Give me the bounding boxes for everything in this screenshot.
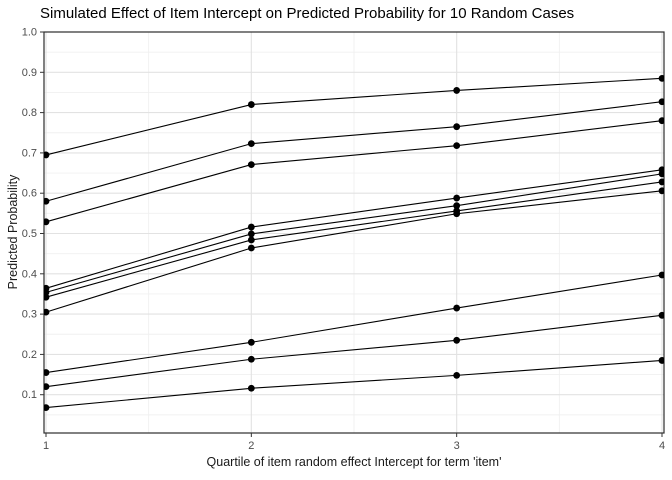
data-point bbox=[247, 230, 255, 238]
gridlines bbox=[44, 31, 664, 433]
data-point bbox=[44, 369, 50, 376]
series-line bbox=[45, 181, 663, 298]
data-point bbox=[44, 293, 50, 301]
data-point bbox=[453, 87, 461, 94]
data-point bbox=[658, 357, 664, 364]
data-point bbox=[44, 197, 50, 205]
data-point bbox=[247, 355, 255, 363]
data-point bbox=[44, 404, 50, 412]
data-point bbox=[453, 123, 461, 131]
series-group bbox=[44, 74, 664, 412]
data-point bbox=[247, 140, 255, 148]
x-tick-label: 3 bbox=[454, 440, 460, 452]
x-axis-title: Quartile of item random effect Intercept… bbox=[206, 455, 502, 469]
x-tick-label: 1 bbox=[43, 440, 49, 452]
y-tick-label: 0.5 bbox=[22, 228, 37, 240]
series-line bbox=[45, 359, 663, 409]
data-point bbox=[247, 223, 255, 231]
y-tick-label: 1.0 bbox=[22, 27, 37, 39]
data-point bbox=[247, 101, 255, 108]
data-point bbox=[44, 308, 50, 316]
data-point bbox=[658, 98, 664, 106]
series-line bbox=[45, 274, 663, 374]
panel-border bbox=[43, 31, 665, 434]
data-point bbox=[658, 178, 664, 186]
data-point bbox=[658, 74, 664, 82]
data-point bbox=[658, 117, 664, 125]
data-point bbox=[658, 311, 664, 319]
data-point bbox=[453, 371, 461, 379]
series-line bbox=[45, 120, 663, 223]
y-tick-label: 0.1 bbox=[22, 389, 37, 401]
data-point bbox=[453, 202, 461, 210]
y-tick-label: 0.6 bbox=[22, 188, 37, 200]
data-point bbox=[44, 151, 50, 159]
data-point bbox=[453, 210, 461, 218]
data-point bbox=[247, 384, 255, 392]
y-tick-label: 0.8 bbox=[22, 107, 37, 119]
y-tick-label: 0.2 bbox=[22, 349, 37, 361]
data-point bbox=[44, 383, 50, 391]
x-tick-label: 2 bbox=[248, 440, 254, 452]
data-point bbox=[453, 194, 461, 202]
data-point bbox=[453, 142, 461, 150]
series-line bbox=[45, 101, 663, 202]
data-point bbox=[247, 236, 255, 244]
data-point bbox=[247, 338, 255, 346]
series-line bbox=[45, 77, 663, 156]
series-line bbox=[45, 173, 663, 293]
series-line bbox=[45, 190, 663, 313]
data-point bbox=[453, 336, 461, 344]
data-point bbox=[658, 271, 664, 279]
y-tick-label: 0.4 bbox=[22, 268, 37, 280]
plot-title: Simulated Effect of Item Intercept on Pr… bbox=[40, 5, 575, 22]
data-point bbox=[658, 187, 664, 195]
series-line bbox=[45, 314, 663, 388]
y-tick-label: 0.7 bbox=[22, 147, 37, 159]
y-tick-label: 0.3 bbox=[22, 309, 37, 321]
y-tick-label: 0.9 bbox=[22, 67, 37, 79]
data-point bbox=[44, 218, 50, 226]
data-point bbox=[247, 244, 255, 252]
data-point bbox=[247, 161, 255, 168]
series-line bbox=[45, 169, 663, 289]
axes: 1.0 0.9 0.8 0.7 0.6 0.5 0.4 0.3 0.2 0.1 1 2 3 4 bbox=[22, 27, 665, 453]
data-point bbox=[453, 304, 461, 312]
x-tick-label: 4 bbox=[659, 440, 665, 452]
data-point bbox=[658, 170, 664, 178]
